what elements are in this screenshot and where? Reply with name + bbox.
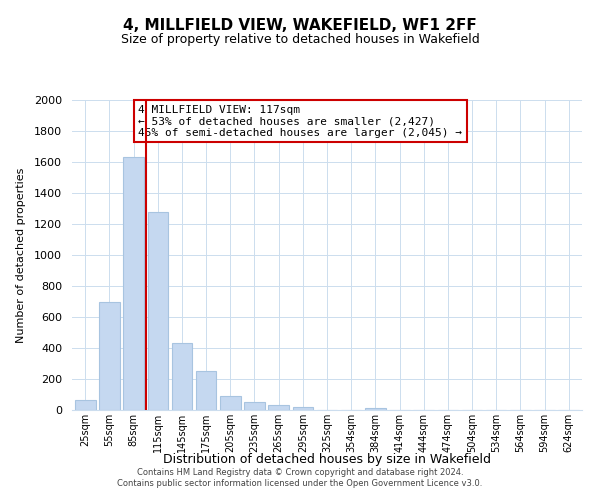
Bar [293,407,313,410]
Bar [124,156,144,410]
Bar [365,408,386,410]
Bar [220,396,241,410]
Bar [99,302,120,410]
Text: Size of property relative to detached houses in Wakefield: Size of property relative to detached ho… [121,32,479,46]
Bar [75,400,95,410]
Text: Distribution of detached houses by size in Wakefield: Distribution of detached houses by size … [163,452,491,466]
Text: 4, MILLFIELD VIEW, WAKEFIELD, WF1 2FF: 4, MILLFIELD VIEW, WAKEFIELD, WF1 2FF [123,18,477,32]
Y-axis label: Number of detached properties: Number of detached properties [16,168,26,342]
Bar [196,371,217,410]
Bar [268,406,289,410]
Text: 4 MILLFIELD VIEW: 117sqm
← 53% of detached houses are smaller (2,427)
45% of sem: 4 MILLFIELD VIEW: 117sqm ← 53% of detach… [139,104,463,138]
Bar [172,342,192,410]
Text: Contains HM Land Registry data © Crown copyright and database right 2024.
Contai: Contains HM Land Registry data © Crown c… [118,468,482,487]
Bar [148,212,168,410]
Bar [244,402,265,410]
